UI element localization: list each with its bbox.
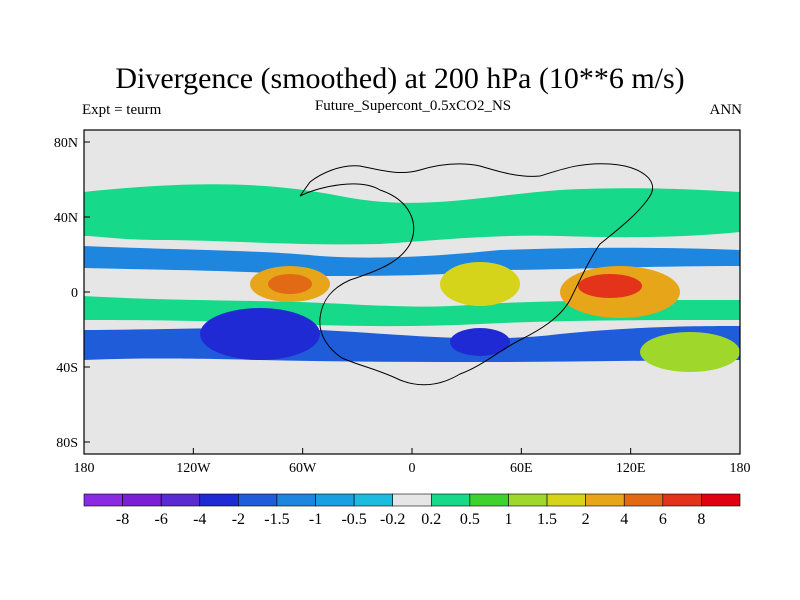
colorbar-swatch xyxy=(623,493,664,507)
x-tick-label: 0 xyxy=(409,461,416,476)
colorbar-swatch xyxy=(662,493,702,507)
colorbar-label: -8 xyxy=(116,511,129,528)
subtitle-case: Future_Supercont_0.5xCO2_NS xyxy=(314,98,512,114)
colorbar-swatch xyxy=(469,493,509,507)
colorbar-label: 1.5 xyxy=(537,511,557,528)
colorbar-swatch xyxy=(585,493,625,507)
belt-north-blue xyxy=(84,246,740,276)
blob-deep-blue xyxy=(200,308,320,360)
colorbar-label: -0.2 xyxy=(380,511,405,528)
colorbar-swatch xyxy=(315,493,355,507)
x-tick-label: 60E xyxy=(510,461,533,476)
colorbar-label: -1 xyxy=(309,511,322,528)
blob-lime-southeast xyxy=(640,332,740,372)
colorbar-label: 0.2 xyxy=(421,511,441,528)
colorbar-label: 6 xyxy=(659,511,667,528)
colorbar-swatch xyxy=(353,493,394,507)
colorbar-swatch xyxy=(238,493,278,507)
x-tick-label: 180 xyxy=(730,461,751,476)
colorbar-swatch xyxy=(122,493,162,507)
y-tick-label: 0 xyxy=(71,286,78,301)
colorbar-label: -2 xyxy=(232,511,245,528)
colorbar: -8 -6 -4 -2 -1.5 -1 -0.5 -0.2 0.2 0.5 1 1.5 2 4 6 8 xyxy=(83,493,741,528)
subtitle-period: ANN xyxy=(709,102,743,118)
colorbar-label: 4 xyxy=(620,511,628,528)
y-tick-label: 80N xyxy=(54,136,78,151)
blob-yellow-africa xyxy=(440,262,520,306)
subtitle-experiment: Expt = teurm xyxy=(82,102,162,118)
x-tick-label: 120E xyxy=(616,461,646,476)
colorbar-swatch xyxy=(508,493,548,507)
x-tick-label: 180 xyxy=(74,461,95,476)
colorbar-label: 0.5 xyxy=(460,511,480,528)
colorbar-swatch xyxy=(430,493,471,507)
colorbar-label: -6 xyxy=(155,511,168,528)
colorbar-label: 2 xyxy=(582,511,590,528)
colorbar-label: 8 xyxy=(697,511,705,528)
chart-title: Divergence (smoothed) at 200 hPa (10**6 … xyxy=(115,62,685,95)
blob-deep-blue-africa xyxy=(450,328,510,356)
continent-outlines xyxy=(299,163,653,386)
supercontinent-outline xyxy=(299,163,653,386)
colorbar-label: -4 xyxy=(193,511,206,528)
x-axis: 180 120W 60W 0 60E 120E 180 xyxy=(74,448,751,476)
colorbar-swatch xyxy=(546,493,586,507)
colorbar-label: 1 xyxy=(504,511,512,528)
colorbar-swatch xyxy=(276,493,316,507)
y-axis: 80N 40N 0 40S 80S xyxy=(54,136,90,451)
colorbar-swatch xyxy=(160,493,201,507)
colorbar-swatch xyxy=(392,493,432,507)
colorbar-label: -0.5 xyxy=(341,511,366,528)
colorbar-swatch xyxy=(199,493,239,507)
belt-north-green xyxy=(84,184,740,245)
y-tick-label: 80S xyxy=(56,436,78,451)
colorbar-swatch xyxy=(83,493,123,507)
y-tick-label: 40N xyxy=(54,211,78,226)
blob-red-east xyxy=(578,274,642,298)
x-tick-label: 60W xyxy=(289,461,317,476)
blob-red-west xyxy=(268,274,312,294)
divergence-field xyxy=(84,130,740,454)
colorbar-label: -1.5 xyxy=(264,511,289,528)
x-tick-label: 120W xyxy=(176,461,211,476)
y-tick-label: 40S xyxy=(56,361,78,376)
colorbar-swatch xyxy=(701,493,741,507)
